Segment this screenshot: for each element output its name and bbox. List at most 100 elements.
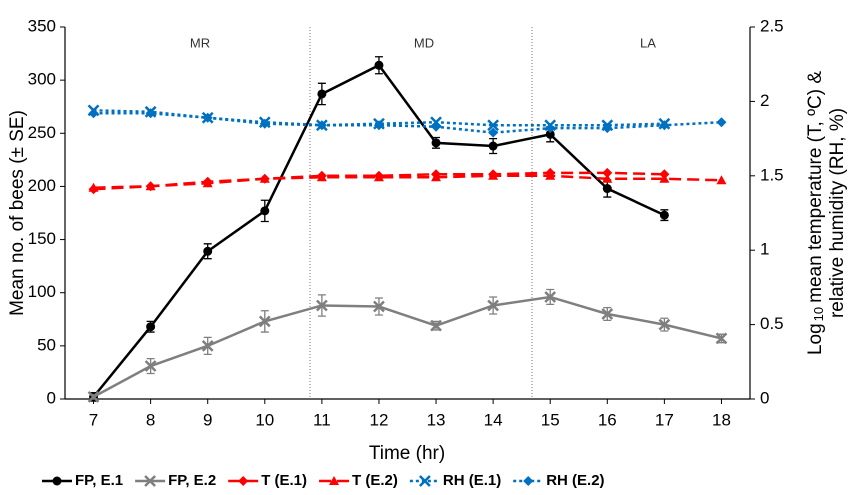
marker (431, 138, 441, 148)
y-tick-label: 50 (37, 335, 56, 354)
marker (544, 291, 557, 303)
marker (431, 121, 442, 132)
y-tick-label: 350 (28, 16, 56, 35)
marker (329, 476, 340, 485)
marker (202, 178, 213, 188)
legend-label: FP, E.1 (75, 472, 123, 489)
x-tick-label: 14 (484, 410, 503, 429)
marker (317, 89, 327, 99)
marker (430, 319, 442, 332)
x-tick-label: 10 (255, 410, 274, 429)
y-tick-label: 100 (28, 282, 56, 301)
marker (602, 173, 613, 183)
series-line (93, 174, 722, 189)
marker (487, 119, 500, 132)
region-label: MR (190, 35, 210, 50)
marker (144, 475, 156, 487)
marker (659, 210, 669, 220)
x-tick-label: 13 (427, 410, 446, 429)
marker (145, 181, 156, 191)
marker (259, 118, 270, 129)
marker (201, 339, 214, 352)
y2-tick-label: 0.5 (760, 314, 784, 333)
legend-label: T (E.1) (261, 472, 307, 489)
marker (202, 112, 213, 123)
y2-axis-title-line2: relative humidity (RH, %) (827, 108, 848, 318)
marker (431, 172, 442, 182)
marker (374, 60, 384, 70)
y2-title-prefix: Log (805, 323, 826, 355)
marker (602, 184, 612, 194)
marker (373, 172, 384, 182)
marker (488, 127, 499, 138)
marker (488, 170, 499, 180)
marker (52, 476, 62, 486)
x-tick-label: 7 (89, 410, 98, 429)
legend: FP, E.1 FP, E.2 T (E.1) T (E.2) RH (E.1) RH (… (42, 472, 605, 489)
marker (259, 173, 270, 183)
x-tick-label: 11 (313, 410, 331, 429)
marker (716, 175, 727, 185)
region-label: MD (414, 35, 434, 50)
y2-tick-label: 2 (760, 91, 769, 110)
y2-tick-label: 0 (760, 388, 769, 407)
legend-label: FP, E.2 (168, 472, 216, 489)
marker (523, 476, 534, 486)
marker (715, 332, 728, 345)
marker (545, 123, 556, 134)
x-tick-label: 16 (598, 410, 617, 429)
marker (487, 299, 500, 312)
marker (602, 123, 613, 134)
marker (144, 360, 157, 372)
series-line (93, 112, 722, 134)
y2-title-line1: mean temperature (T, ºC) & (805, 71, 826, 303)
series-line (93, 109, 665, 127)
marker (659, 173, 670, 183)
x-axis-title: Time (hr) (369, 443, 445, 464)
marker (545, 129, 555, 139)
marker (488, 141, 498, 151)
x-tick-label: 15 (541, 410, 560, 429)
y-tick-label: 0 (47, 388, 56, 407)
marker (258, 315, 271, 328)
marker (145, 108, 156, 119)
marker (602, 167, 613, 178)
marker (545, 170, 556, 180)
marker (260, 206, 270, 216)
x-tick-label: 18 (712, 410, 731, 429)
marker (87, 390, 100, 403)
marker (373, 300, 385, 313)
y2-tick-label: 1.5 (760, 165, 784, 184)
marker (88, 108, 99, 119)
marker (88, 182, 99, 192)
y2-axis-title: Log 10 mean temperature (T, ºC) & (805, 71, 826, 355)
y-tick-label: 200 (28, 176, 56, 195)
x-tick-label: 17 (655, 410, 674, 429)
legend-label: T (E.2) (352, 472, 398, 489)
y-tick-label: 250 (28, 123, 56, 142)
x-tick-label: 12 (369, 410, 388, 429)
marker (315, 299, 328, 312)
series-line (92, 295, 722, 398)
marker (316, 120, 327, 131)
marker (418, 475, 431, 487)
y2-title-subscript: 10 (811, 307, 826, 321)
marker (658, 318, 671, 331)
marker (716, 117, 727, 128)
marker (659, 120, 670, 131)
y2-tick-label: 1 (760, 240, 769, 259)
y-tick-label: 150 (28, 229, 56, 248)
y2-tick-label: 2.5 (760, 16, 784, 35)
marker (316, 172, 327, 182)
legend-label: RH (E.1) (443, 472, 501, 489)
x-tick-label: 9 (203, 410, 212, 429)
marker (203, 246, 213, 256)
marker (146, 322, 156, 332)
marker (238, 476, 249, 486)
marker (601, 308, 614, 320)
legend-label: RH (E.2) (546, 472, 604, 489)
x-tick-label: 8 (146, 410, 155, 429)
region-label: LA (640, 35, 656, 50)
marker (373, 120, 384, 131)
